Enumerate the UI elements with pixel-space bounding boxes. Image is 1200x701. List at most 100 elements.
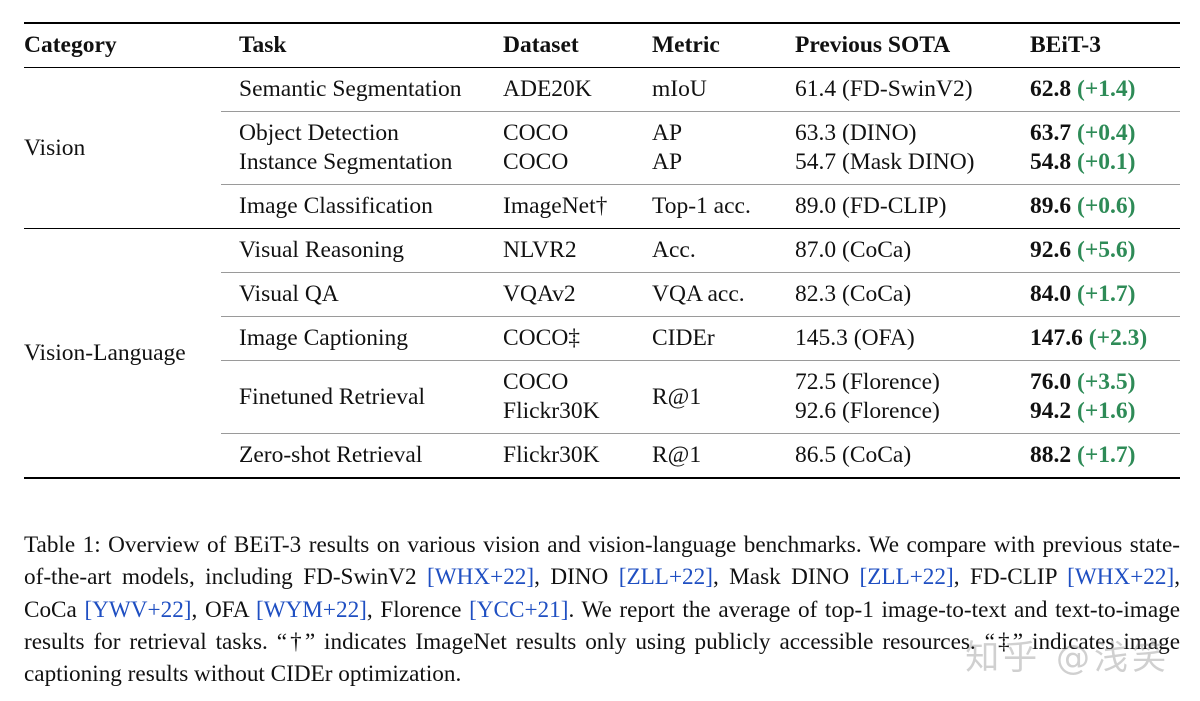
previous-sota-line: 72.5 (Florence) — [795, 369, 940, 395]
table-row: Zero-shot Retrieval Flickr30K R@1 86.5 (… — [24, 433, 1180, 479]
beit3-delta: (+2.3) — [1088, 325, 1148, 351]
metric-cell: CIDEr — [652, 316, 795, 361]
previous-sota-line: 92.6 (Florence) — [795, 398, 940, 424]
beit3-score: 63.7 — [1030, 120, 1072, 146]
beit3-score: 94.2 — [1030, 398, 1072, 424]
beit3-delta: (+0.1) — [1077, 149, 1136, 175]
caption-text: . We report the average of top-1 image-t… — [24, 596, 1181, 688]
table-caption: Table 1: Overview of BEiT-3 results on v… — [24, 529, 1180, 690]
metric-cell: R@1 — [652, 433, 795, 479]
dataset-cell: ImageNet† — [503, 184, 652, 229]
beit3-score: 88.2 — [1030, 442, 1072, 468]
dataset-line: Flickr30K — [503, 398, 600, 424]
beit3-delta: (+1.6) — [1077, 398, 1136, 424]
beit3-delta: (+1.4) — [1077, 76, 1136, 102]
dataset-line: COCO — [503, 120, 569, 146]
metric-cell: AP AP — [652, 111, 795, 185]
previous-sota-cell: 82.3 (CoCa) — [795, 272, 1030, 317]
results-table-container: Category Task Dataset Metric Previous SO… — [24, 22, 1180, 479]
table-row: Finetuned Retrieval COCO Flickr30K R@1 7… — [24, 360, 1180, 434]
metric-line: AP — [652, 120, 683, 146]
citation-link[interactable]: [ZLL+22] — [859, 564, 954, 591]
header-metric: Metric — [652, 22, 795, 68]
beit3-delta: (+1.7) — [1077, 281, 1136, 307]
metric-cell: Top-1 acc. — [652, 184, 795, 229]
header-category: Category — [24, 22, 221, 68]
beit3-score: 62.8 — [1030, 76, 1072, 102]
citation-link[interactable]: [YWV+22] — [84, 596, 192, 623]
task-cell: Image Classification — [221, 184, 503, 229]
previous-sota-cell: 87.0 (CoCa) — [795, 228, 1030, 273]
dataset-cell: COCO‡ — [503, 316, 652, 361]
beit3-score: 89.6 — [1030, 193, 1072, 219]
dataset-line: COCO — [503, 369, 569, 395]
beit3-delta: (+1.7) — [1077, 442, 1136, 468]
table-header-row: Category Task Dataset Metric Previous SO… — [24, 22, 1180, 68]
previous-sota-cell: 72.5 (Florence) 92.6 (Florence) — [795, 360, 1030, 434]
task-cell: Finetuned Retrieval — [221, 360, 503, 434]
category-vision: Vision — [24, 67, 221, 229]
dataset-cell: COCO Flickr30K — [503, 360, 652, 434]
previous-sota-cell: 89.0 (FD-CLIP) — [795, 184, 1030, 229]
citation-link[interactable]: [ZLL+22] — [618, 564, 713, 591]
beit3-cell: 76.0 (+3.5) 94.2 (+1.6) — [1030, 360, 1180, 434]
category-vision-language: Vision-Language — [24, 228, 221, 479]
beit3-cell: 147.6 (+2.3) — [1030, 316, 1180, 361]
beit3-cell: 84.0 (+1.7) — [1030, 272, 1180, 317]
caption-text: Table 1: Overview of — [24, 532, 234, 559]
previous-sota-cell: 86.5 (CoCa) — [795, 433, 1030, 479]
task-cell: Object Detection Instance Segmentation — [221, 111, 503, 185]
header-previous-sota: Previous SOTA — [795, 22, 1030, 68]
header-task: Task — [221, 22, 503, 68]
table-row: Vision-Language Visual Reasoning NLVR2 A… — [24, 228, 1180, 479]
caption-text: , Florence — [366, 596, 470, 623]
dataset-cell: COCO COCO — [503, 111, 652, 185]
task-line: Object Detection — [239, 120, 399, 146]
caption-text: , CoCa — [24, 564, 1181, 623]
table-row: Vision Semantic Segmentation ADE20K mIoU… — [24, 67, 1180, 229]
beit3-cell: 88.2 (+1.7) — [1030, 433, 1180, 479]
table-row: Object Detection Instance Segmentation C… — [24, 111, 1180, 185]
beit3-delta: (+3.5) — [1077, 369, 1136, 395]
beit3-cell: 63.7 (+0.4) 54.8 (+0.1) — [1030, 111, 1180, 185]
task-line: Instance Segmentation — [239, 149, 453, 175]
beit3-cell: 92.6 (+5.6) — [1030, 228, 1180, 273]
task-cell: Visual Reasoning — [221, 228, 503, 273]
metric-line: AP — [652, 149, 683, 175]
previous-sota-cell: 145.3 (OFA) — [795, 316, 1030, 361]
citation-link[interactable]: [WHX+22] — [427, 564, 535, 591]
task-cell: Semantic Segmentation — [221, 67, 503, 112]
task-cell: Visual QA — [221, 272, 503, 317]
metric-cell: Acc. — [652, 228, 795, 273]
metric-cell: R@1 — [652, 360, 795, 434]
table-row: Image Captioning COCO‡ CIDEr 145.3 (OFA)… — [24, 316, 1180, 361]
beit3-cell: 89.6 (+0.6) — [1030, 184, 1180, 229]
dataset-cell: NLVR2 — [503, 228, 652, 273]
beit3-score: 54.8 — [1030, 149, 1072, 175]
citation-link[interactable]: [YCC+21] — [469, 596, 569, 623]
citation-link[interactable]: [WYM+22] — [255, 596, 367, 623]
table-row: Visual QA VQAv2 VQA acc. 82.3 (CoCa) 84.… — [24, 272, 1180, 317]
header-beit3: BEiT-3 — [1030, 22, 1180, 68]
beit3-score: 147.6 — [1030, 325, 1083, 351]
dataset-cell: VQAv2 — [503, 272, 652, 317]
beit3-delta: (+0.4) — [1077, 120, 1136, 146]
beit3-score: 76.0 — [1030, 369, 1072, 395]
citation-link[interactable]: [WHX+22] — [1067, 564, 1175, 591]
caption-text: , Mask DINO — [712, 564, 860, 591]
task-cell: Zero-shot Retrieval — [221, 433, 503, 479]
caption-model-name: BEiT-3 — [233, 532, 302, 559]
dataset-line: COCO — [503, 149, 569, 175]
previous-sota-cell: 63.3 (DINO) 54.7 (Mask DINO) — [795, 111, 1030, 185]
beit3-score: 84.0 — [1030, 281, 1072, 307]
dataset-cell: ADE20K — [503, 67, 652, 112]
beit3-score: 92.6 — [1030, 237, 1072, 263]
header-dataset: Dataset — [503, 22, 652, 68]
metric-cell: mIoU — [652, 67, 795, 112]
caption-text: , DINO — [534, 564, 619, 591]
beit3-cell: 62.8 (+1.4) — [1030, 67, 1180, 112]
caption-text: , FD-CLIP — [953, 564, 1068, 591]
results-table: Category Task Dataset Metric Previous SO… — [24, 22, 1180, 479]
previous-sota-line: 63.3 (DINO) — [795, 120, 917, 146]
beit3-delta: (+0.6) — [1077, 193, 1136, 219]
